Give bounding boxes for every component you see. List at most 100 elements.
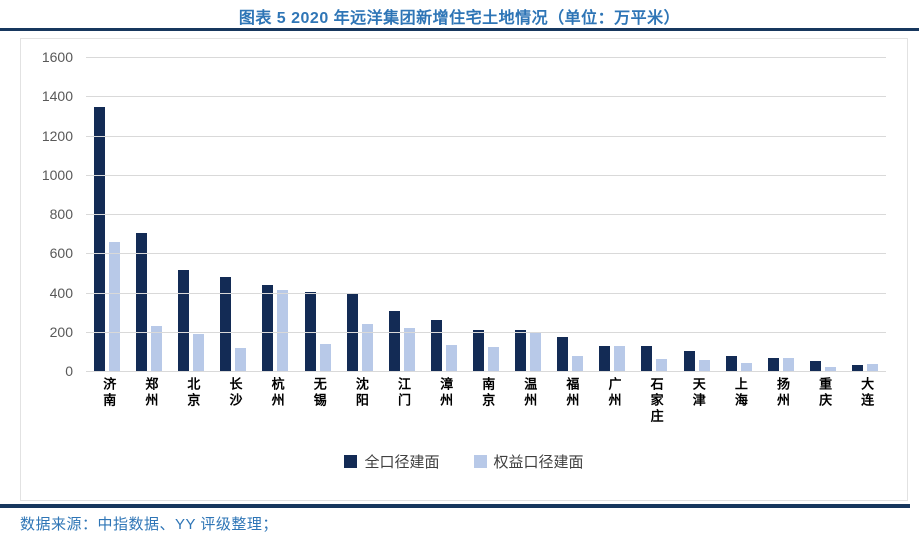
bar bbox=[361, 324, 373, 371]
y-tick-label: 0 bbox=[65, 363, 73, 379]
bar bbox=[867, 363, 879, 371]
bar-group bbox=[423, 57, 465, 371]
y-axis: 0 200 400 600 800 1000 1200 1400 1600 bbox=[21, 39, 81, 500]
x-tick-label: 扬州 bbox=[760, 377, 802, 447]
x-tick-label: 无锡 bbox=[297, 377, 339, 447]
bar-groups bbox=[86, 57, 886, 371]
bar-group bbox=[633, 57, 675, 371]
x-tick-label: 温州 bbox=[507, 377, 549, 447]
top-divider bbox=[0, 28, 919, 31]
y-tick-label: 200 bbox=[49, 323, 73, 340]
bar bbox=[698, 359, 710, 371]
legend-item: 全口径建面 bbox=[344, 451, 440, 472]
gridline bbox=[86, 292, 886, 294]
x-axis-labels: 济南 郑州 北京 长沙 杭州 无锡 沈阳 江门 漳州 南京 温州 福州 广州 石家庄 天津 上海 扬州 重庆 大连 bbox=[86, 377, 886, 447]
y-tick-label: 800 bbox=[49, 206, 73, 222]
bar-group bbox=[760, 57, 802, 371]
bar bbox=[488, 346, 500, 371]
bar bbox=[235, 348, 247, 371]
gridline bbox=[86, 331, 886, 333]
bar-group bbox=[170, 57, 212, 371]
bar bbox=[683, 350, 695, 371]
bar bbox=[445, 344, 457, 371]
bar bbox=[193, 333, 205, 371]
bar bbox=[740, 362, 752, 371]
legend-swatch bbox=[473, 455, 487, 468]
x-tick-label-text: 江门 bbox=[394, 377, 410, 409]
x-tick-label-text: 长沙 bbox=[226, 377, 242, 409]
bar-group bbox=[297, 57, 339, 371]
chart-title: 图表 5 2020 年远洋集团新增住宅土地情况（单位：万平米） bbox=[238, 10, 681, 27]
bar-group bbox=[212, 57, 254, 371]
y-tick-label: 1600 bbox=[41, 49, 73, 65]
x-tick-label-text: 济南 bbox=[100, 377, 116, 409]
x-tick-label: 北京 bbox=[170, 377, 212, 447]
x-tick-label-text: 漳州 bbox=[437, 377, 453, 409]
bar bbox=[277, 289, 289, 371]
bar bbox=[641, 345, 653, 371]
bar bbox=[304, 292, 316, 371]
x-tick-label: 石家庄 bbox=[633, 377, 675, 447]
y-tick-label: 600 bbox=[49, 245, 73, 262]
x-tick-label-text: 福州 bbox=[563, 377, 579, 409]
x-tick-label: 福州 bbox=[549, 377, 591, 447]
bar bbox=[403, 328, 415, 371]
bar bbox=[430, 319, 442, 371]
x-tick-label-text: 郑州 bbox=[142, 377, 158, 409]
bar-group bbox=[507, 57, 549, 371]
legend: 全口径建面 权益口径建面 bbox=[21, 451, 907, 472]
x-tick-label: 郑州 bbox=[128, 377, 170, 447]
bar bbox=[725, 356, 737, 371]
bar-group bbox=[549, 57, 591, 371]
bar bbox=[572, 355, 584, 371]
bar bbox=[515, 330, 527, 371]
bar bbox=[151, 325, 163, 371]
y-tick-label: 1000 bbox=[41, 166, 73, 183]
bar bbox=[136, 232, 148, 371]
bar bbox=[824, 367, 836, 371]
x-tick-label: 广州 bbox=[591, 377, 633, 447]
x-tick-label: 上海 bbox=[718, 377, 760, 447]
bar-group bbox=[844, 57, 886, 371]
x-tick-label: 南京 bbox=[465, 377, 507, 447]
x-tick-label-text: 沈阳 bbox=[352, 377, 368, 409]
gridline bbox=[86, 253, 886, 255]
bar bbox=[262, 285, 274, 371]
bar bbox=[109, 242, 121, 371]
legend-item: 权益口径建面 bbox=[473, 451, 584, 472]
x-tick-label: 济南 bbox=[86, 377, 128, 447]
bar bbox=[94, 107, 106, 371]
x-tick-label: 大连 bbox=[844, 377, 886, 447]
x-tick-label: 江门 bbox=[381, 377, 423, 447]
bar bbox=[614, 345, 626, 371]
x-tick-label: 长沙 bbox=[212, 377, 254, 447]
y-tick-label: 1400 bbox=[41, 88, 73, 105]
bar-group bbox=[128, 57, 170, 371]
chart-frame: 0 200 400 600 800 1000 1200 1400 1600 济南 郑州 北京 长沙 杭州… bbox=[20, 38, 908, 501]
bar bbox=[782, 358, 794, 371]
x-tick-label-text: 无锡 bbox=[310, 377, 326, 409]
bar-group bbox=[465, 57, 507, 371]
bar-group bbox=[591, 57, 633, 371]
bottom-divider bbox=[0, 504, 910, 508]
x-tick-label-text: 大连 bbox=[858, 377, 874, 409]
bar bbox=[178, 269, 190, 371]
gridline bbox=[86, 135, 886, 137]
gridline bbox=[86, 371, 886, 372]
bar bbox=[809, 361, 821, 371]
bar bbox=[557, 337, 569, 371]
plot-area bbox=[86, 57, 886, 372]
y-tick-label: 400 bbox=[49, 284, 73, 301]
gridline bbox=[86, 174, 886, 176]
bar bbox=[530, 332, 542, 371]
bar bbox=[656, 359, 668, 371]
x-tick-label-text: 温州 bbox=[521, 377, 537, 409]
gridline bbox=[86, 57, 886, 58]
bar-group bbox=[676, 57, 718, 371]
x-tick-label: 漳州 bbox=[423, 377, 465, 447]
x-tick-label-text: 重庆 bbox=[816, 377, 832, 409]
legend-label: 权益口径建面 bbox=[493, 454, 584, 471]
x-tick-label-text: 南京 bbox=[479, 377, 495, 409]
bar bbox=[388, 311, 400, 371]
